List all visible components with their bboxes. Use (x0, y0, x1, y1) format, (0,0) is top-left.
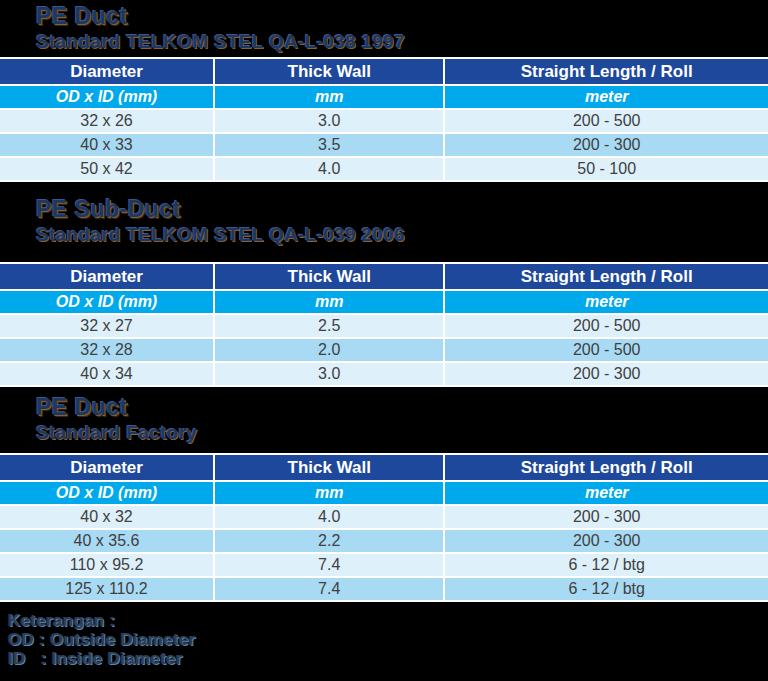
table-row: 40 x 32 4.0 200 - 300 (0, 506, 768, 530)
unit-od-id: OD x ID (mm) (0, 482, 215, 506)
section-title: PE Sub-Duct (36, 198, 768, 221)
unit-mm: mm (215, 482, 445, 506)
cell-diameter: 50 x 42 (0, 158, 215, 182)
cell-thick-wall: 3.0 (215, 110, 445, 134)
cell-thick-wall: 3.5 (215, 134, 445, 158)
pe-duct-spec-sheet: PE Duct Standard TELKOM STEL QA-L-038 19… (0, 0, 768, 681)
table-row: 32 x 28 2.0 200 - 500 (0, 339, 768, 363)
table-row: 40 x 33 3.5 200 - 300 (0, 134, 768, 158)
cell-thick-wall: 4.0 (215, 506, 445, 530)
section-header-pe-duct-factory: PE Duct Standard Factory (0, 387, 768, 453)
unit-meter: meter (445, 482, 768, 506)
table-row: 110 x 95.2 7.4 6 - 12 / btg (0, 554, 768, 578)
legend-od: OD : Outside Diameter (8, 630, 768, 649)
cell-thick-wall: 7.4 (215, 554, 445, 578)
section-subtitle: Standard TELKOM STEL QA-L-038 1997 (36, 31, 768, 53)
cell-thick-wall: 4.0 (215, 158, 445, 182)
section-subtitle: Standard Factory (36, 422, 768, 444)
column-header-thick-wall: Thick Wall (215, 262, 445, 291)
unit-mm: mm (215, 291, 445, 315)
cell-diameter: 40 x 32 (0, 506, 215, 530)
unit-meter: meter (445, 291, 768, 315)
legend-id: ID : Inside Diameter (8, 649, 768, 668)
cell-thick-wall: 2.5 (215, 315, 445, 339)
unit-mm: mm (215, 86, 445, 110)
table-row: 40 x 35.6 2.2 200 - 300 (0, 530, 768, 554)
section-header-pe-duct-telkom: PE Duct Standard TELKOM STEL QA-L-038 19… (0, 0, 768, 57)
cell-length: 200 - 300 (445, 506, 768, 530)
header-row: Diameter Thick Wall Straight Length / Ro… (0, 57, 768, 86)
column-header-diameter: Diameter (0, 453, 215, 482)
table-row: 125 x 110.2 7.4 6 - 12 / btg (0, 578, 768, 602)
table-row: 50 x 42 4.0 50 - 100 (0, 158, 768, 182)
section-title: PE Duct (36, 5, 768, 28)
header-row: Diameter Thick Wall Straight Length / Ro… (0, 262, 768, 291)
cell-length: 200 - 500 (445, 110, 768, 134)
header-row: Diameter Thick Wall Straight Length / Ro… (0, 453, 768, 482)
cell-length: 50 - 100 (445, 158, 768, 182)
legend: Keterangan : OD : Outside Diameter ID : … (0, 602, 768, 681)
column-header-diameter: Diameter (0, 57, 215, 86)
spec-table-pe-duct-telkom: Diameter Thick Wall Straight Length / Ro… (0, 57, 768, 182)
spec-table-pe-sub-duct-telkom: Diameter Thick Wall Straight Length / Ro… (0, 262, 768, 387)
cell-diameter: 40 x 33 (0, 134, 215, 158)
table-row: 32 x 26 3.0 200 - 500 (0, 110, 768, 134)
legend-heading: Keterangan : (8, 611, 768, 630)
column-header-straight-length: Straight Length / Roll (445, 453, 768, 482)
cell-thick-wall: 7.4 (215, 578, 445, 602)
unit-od-id: OD x ID (mm) (0, 86, 215, 110)
units-row: OD x ID (mm) mm meter (0, 482, 768, 506)
cell-thick-wall: 2.0 (215, 339, 445, 363)
section-title: PE Duct (36, 396, 768, 419)
cell-diameter: 125 x 110.2 (0, 578, 215, 602)
column-header-thick-wall: Thick Wall (215, 57, 445, 86)
cell-thick-wall: 2.2 (215, 530, 445, 554)
units-row: OD x ID (mm) mm meter (0, 291, 768, 315)
units-row: OD x ID (mm) mm meter (0, 86, 768, 110)
cell-length: 200 - 500 (445, 339, 768, 363)
cell-diameter: 40 x 35.6 (0, 530, 215, 554)
spec-table-pe-duct-factory: Diameter Thick Wall Straight Length / Ro… (0, 453, 768, 602)
cell-diameter: 110 x 95.2 (0, 554, 215, 578)
unit-meter: meter (445, 86, 768, 110)
column-header-straight-length: Straight Length / Roll (445, 57, 768, 86)
cell-length: 200 - 500 (445, 315, 768, 339)
cell-length: 6 - 12 / btg (445, 554, 768, 578)
cell-diameter: 32 x 26 (0, 110, 215, 134)
column-header-thick-wall: Thick Wall (215, 453, 445, 482)
cell-length: 200 - 300 (445, 134, 768, 158)
section-subtitle: Standard TELKOM STEL QA-L-039 2006 (36, 224, 768, 246)
table-row: 32 x 27 2.5 200 - 500 (0, 315, 768, 339)
cell-thick-wall: 3.0 (215, 363, 445, 387)
unit-od-id: OD x ID (mm) (0, 291, 215, 315)
cell-length: 200 - 300 (445, 530, 768, 554)
table-row: 40 x 34 3.0 200 - 300 (0, 363, 768, 387)
cell-length: 200 - 300 (445, 363, 768, 387)
cell-length: 6 - 12 / btg (445, 578, 768, 602)
cell-diameter: 32 x 28 (0, 339, 215, 363)
cell-diameter: 32 x 27 (0, 315, 215, 339)
column-header-straight-length: Straight Length / Roll (445, 262, 768, 291)
cell-diameter: 40 x 34 (0, 363, 215, 387)
section-header-pe-sub-duct-telkom: PE Sub-Duct Standard TELKOM STEL QA-L-03… (0, 182, 768, 262)
column-header-diameter: Diameter (0, 262, 215, 291)
